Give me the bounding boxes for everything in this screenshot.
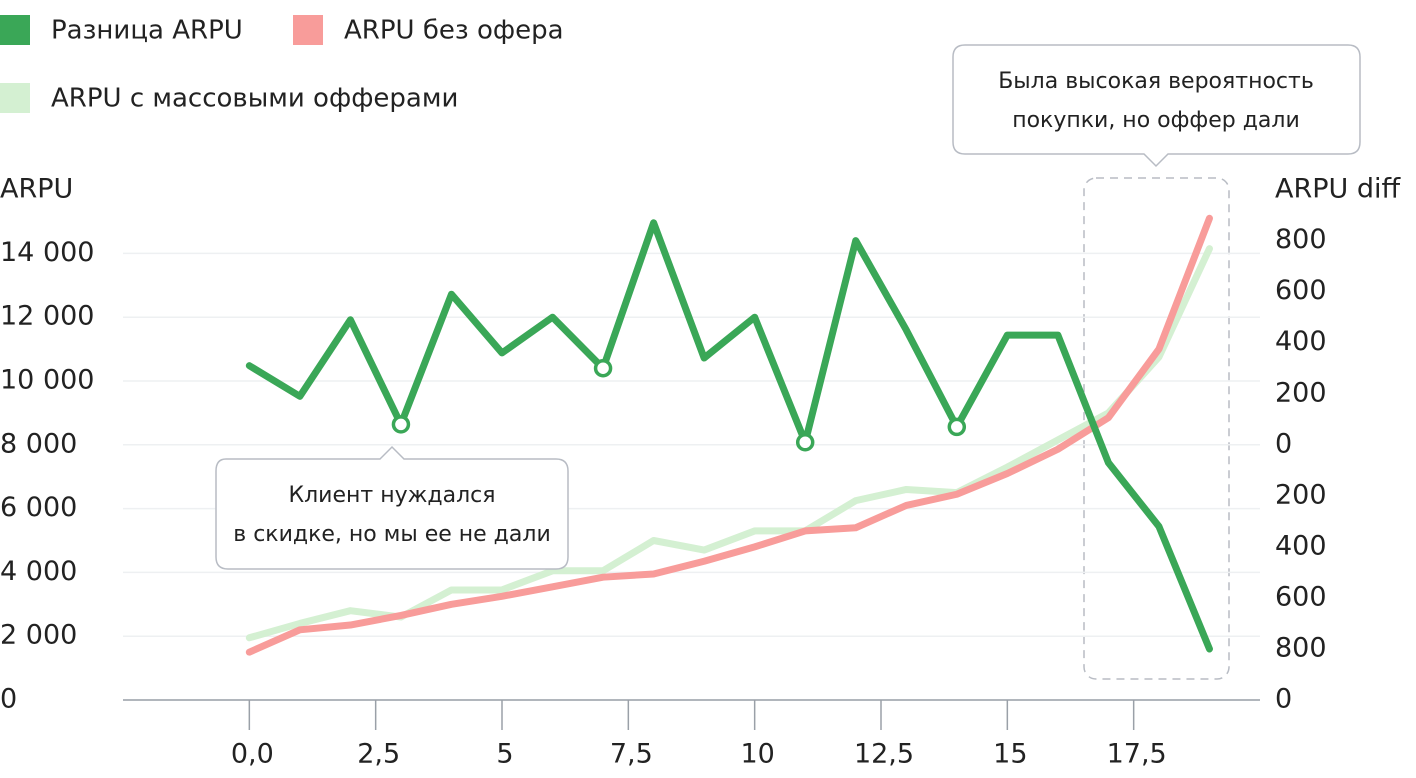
legend-swatch: [0, 83, 30, 113]
y-tick-label: 2 000: [0, 620, 77, 651]
x-tick-label: 7,5: [610, 739, 653, 770]
point-marker: [795, 432, 815, 452]
y2-tick-label: 200: [1275, 479, 1327, 510]
series-line: [245, 214, 1213, 656]
y-tick-label: 10 000: [0, 365, 94, 396]
point-marker: [947, 417, 967, 437]
y-tick-label: 12 000: [0, 301, 94, 332]
y2-tick-label: 0: [1275, 684, 1292, 715]
point-marker: [391, 415, 411, 434]
plot: 0 2 000 4 000 6 000 8 000 10 000 12 000 14 000 0…: [0, 214, 1327, 770]
x-tick-label: 15: [993, 739, 1027, 770]
y-tick-label: 6 000: [0, 492, 77, 523]
y2-tick-label: 400: [1275, 530, 1327, 561]
y-tick-label: 8 000: [0, 428, 77, 459]
x-tick-label: 12,5: [854, 739, 914, 770]
y2-tick-label: 0: [1275, 428, 1292, 459]
legend-swatch: [0, 15, 30, 45]
y-tick-label: 4 000: [0, 556, 77, 587]
series-line: [245, 219, 1213, 653]
callout-text: в скидке, но мы ее не дали: [233, 522, 551, 547]
legend-label: Разница ARPU: [51, 16, 243, 46]
x-tick-label: 17,5: [1107, 739, 1167, 770]
legend-label: ARPU с массовыми офферами: [51, 84, 458, 114]
callout-box: [952, 44, 1361, 168]
callout-box: [215, 445, 569, 570]
y2-tick-label: 200: [1275, 377, 1327, 408]
legend-label: ARPU без офера: [344, 16, 564, 46]
y-axis-title: ARPU: [0, 174, 73, 205]
y2-tick-label: 600: [1275, 581, 1327, 612]
x-tick-label: 0,0: [231, 739, 274, 770]
x-tick-label: 2,5: [357, 739, 400, 770]
y2-tick-label: 800: [1275, 224, 1327, 255]
callout-text: Клиент нуждался: [288, 483, 495, 508]
callout-text: покупки, но оффер дали: [1012, 108, 1300, 133]
y2-tick-label: 800: [1275, 632, 1327, 663]
y-tick-label: 14 000: [0, 237, 94, 268]
y2-tick-label: 600: [1275, 275, 1327, 306]
y2-tick-label: 400: [1275, 326, 1327, 357]
y2-axis-title: ARPU diff: [1275, 174, 1401, 205]
x-tick-label: 5: [496, 739, 513, 770]
point-marker: [593, 358, 613, 378]
callout-text: Была высокая вероятность: [998, 69, 1314, 94]
x-tick-label: 10: [740, 739, 774, 770]
legend-swatch: [293, 15, 323, 45]
y-tick-label: 0: [0, 684, 17, 715]
